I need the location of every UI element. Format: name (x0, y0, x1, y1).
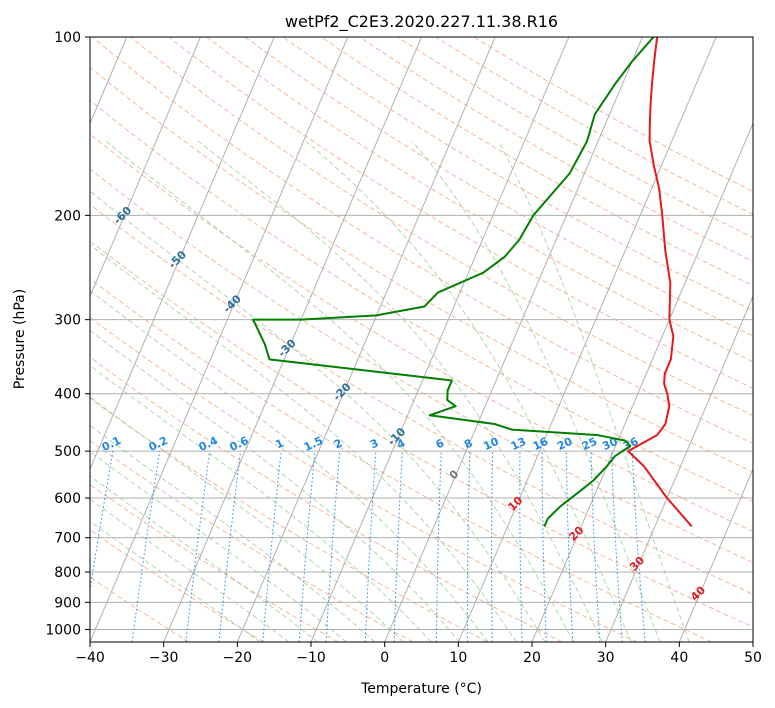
x-tick-label: 40 (670, 650, 688, 666)
x-tick-label: −30 (149, 650, 179, 666)
mixing-ratio-line (262, 451, 282, 642)
isotherm-label: 40 (688, 583, 708, 603)
isotherm (531, 122, 753, 642)
x-tick-label: 0 (380, 650, 389, 666)
mixing-ratio-label: 13 (509, 435, 528, 453)
mixing-ratio-label: 3 (368, 436, 380, 451)
mixing-ratio-label: 20 (555, 435, 575, 453)
mixing-ratio-label: 1 (273, 436, 285, 451)
mixing-ratio-line (90, 451, 114, 593)
dry-adiabat (90, 168, 753, 563)
x-tick-label: 50 (744, 650, 762, 666)
y-axis-ticks: 100 200 300 400 500 600 700 800 900 1000 (45, 30, 90, 638)
mixing-ratio-line (565, 451, 574, 642)
x-tick-label: −10 (296, 650, 326, 666)
dry-adiabat (206, 37, 753, 363)
dry-adiabat (359, 37, 753, 262)
isotherm-label: -50 (166, 248, 189, 271)
dry-adiabat (90, 99, 753, 502)
isotherm (310, 37, 570, 642)
mixing-ratio-line (491, 451, 494, 642)
mixing-ratio-line (131, 451, 161, 642)
dry-adiabat (90, 529, 264, 642)
moist-adiabat (198, 140, 603, 642)
dry-adiabat (90, 356, 563, 642)
dry-adiabat (90, 576, 190, 642)
isotherm-label: 30 (627, 553, 647, 573)
mixing-ratio-line (631, 451, 646, 642)
dry-adiabat (90, 440, 414, 642)
x-axis-label: Temperature (°C) (360, 681, 482, 697)
dry-adiabat (90, 483, 339, 642)
dry-adiabat (90, 240, 753, 628)
isotherm (90, 37, 349, 642)
x-tick-label: 10 (449, 650, 467, 666)
isotherm (163, 37, 422, 642)
x-tick-label: −20 (223, 650, 253, 666)
mixing-ratio-line (610, 451, 623, 642)
mixing-ratio-line (185, 451, 211, 642)
y-tick-label: 300 (54, 313, 81, 329)
mixing-ratio-label: 25 (580, 435, 599, 453)
mixing-ratio-line (364, 451, 377, 642)
moist-adiabat (90, 451, 347, 642)
isotherm-label: 20 (566, 523, 586, 543)
dry-adiabat (282, 37, 753, 312)
y-tick-label: 100 (54, 30, 81, 46)
y-axis-label: Pressure (hPa) (12, 289, 28, 389)
isotherm (384, 37, 643, 642)
y-tick-label: 700 (54, 531, 81, 547)
mixing-ratio-label: 4 (395, 436, 408, 451)
background-lines (90, 37, 753, 642)
y-tick-label: 400 (54, 387, 81, 403)
x-axis-ticks: −40 −30 −20 −10 0 10 20 30 40 50 (75, 642, 762, 666)
dry-adiabat (90, 133, 753, 533)
mixing-ratio-line (466, 451, 471, 642)
isotherm-label: -30 (275, 336, 298, 359)
isotherm (457, 37, 717, 642)
y-tick-label: 900 (54, 595, 81, 611)
y-tick-label: 1000 (45, 622, 81, 638)
dry-adiabat (90, 66, 753, 473)
dewpoint-line (252, 37, 655, 527)
isotherm (90, 37, 275, 471)
isotherm (236, 37, 496, 642)
dry-adiabat (90, 316, 638, 642)
isotherm (90, 37, 201, 298)
mixing-ratio-label: 10 (481, 435, 501, 453)
dry-adiabat (90, 397, 488, 642)
plot-frame (89, 36, 754, 643)
chart-title: wetPf2_C2E3.2020.227.11.38.R16 (285, 12, 558, 32)
isotherm-label: -70 (56, 159, 79, 182)
y-tick-label: 200 (54, 208, 81, 224)
dry-adiabat (168, 37, 753, 389)
dry-adiabat (90, 203, 753, 595)
isotherm (678, 467, 753, 642)
isotherm (605, 295, 753, 642)
x-tick-label: −40 (75, 650, 105, 666)
isotherm (752, 640, 753, 642)
isotherm-label: 0 (447, 467, 462, 482)
dry-adiabat (90, 278, 712, 642)
isotherm-label: 10 (505, 494, 525, 514)
moist-adiabat (411, 140, 661, 642)
y-tick-label: 500 (54, 444, 81, 460)
moist-adiabat (498, 141, 690, 642)
isotherm-label: -80 (1, 115, 24, 138)
x-tick-label: 20 (523, 650, 541, 666)
dry-adiabat (244, 37, 753, 337)
plot-area: -100-90-80-70-60-50-40-30-20-10010203040… (1, 37, 753, 642)
temperature-line (627, 37, 693, 528)
y-tick-label: 800 (54, 565, 81, 581)
mixing-ratio-label: 16 (531, 435, 551, 453)
mixing-ratio-line (298, 451, 316, 642)
mixing-ratio-line (435, 451, 442, 642)
x-tick-label: 30 (597, 650, 615, 666)
mixing-ratio-line (218, 451, 242, 642)
isotherm-label: -40 (221, 292, 244, 315)
profile-series (252, 37, 693, 528)
y-tick-label: 600 (54, 491, 81, 507)
